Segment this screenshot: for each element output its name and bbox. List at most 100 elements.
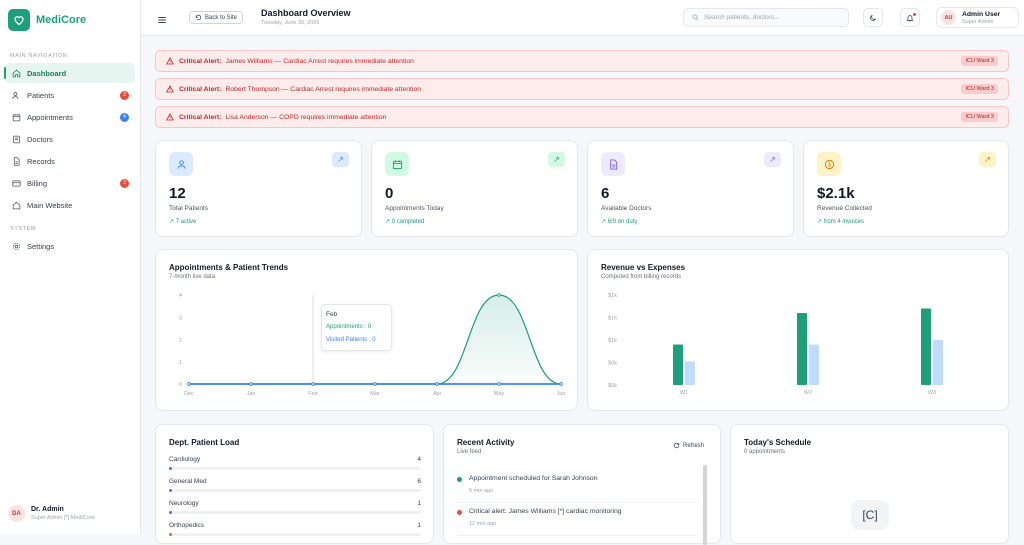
- stat-card-total-patients[interactable]: ↗ 12 Total Patients ↗ 7 active: [155, 140, 362, 237]
- scrollbar[interactable]: [703, 465, 707, 545]
- revenue-bar[interactable]: [921, 308, 931, 386]
- user-menu[interactable]: AU Admin User Super Admin: [936, 7, 1019, 28]
- dept-row: Cardiology 4: [169, 456, 421, 470]
- y-tick-label: 4: [179, 293, 182, 299]
- dept-count: 1: [417, 500, 421, 507]
- data-point[interactable]: [497, 293, 501, 297]
- expense-bar[interactable]: [809, 344, 819, 386]
- moon-icon: [869, 14, 877, 22]
- dept-count: 6: [417, 478, 421, 485]
- brand-logo[interactable]: MediCore: [8, 9, 86, 31]
- search-icon: [692, 14, 699, 21]
- alert-location-tag: ICU Ward 3: [961, 84, 998, 94]
- tooltip-month: Feb: [326, 311, 338, 318]
- revenue-chart[interactable]: $0k $0k $1k $1k $1k W1 W2 W3: [588, 250, 1008, 410]
- brand-name: MediCore: [36, 14, 87, 26]
- dept-progress-fill: [169, 489, 172, 492]
- dept-progress-fill: [169, 467, 172, 470]
- sidebar-item-doctors[interactable]: Doctors: [4, 129, 135, 149]
- card-subtitle: Live feed: [457, 449, 482, 455]
- back-to-site-button[interactable]: Back to Site: [189, 11, 244, 24]
- stat-value: 0: [385, 185, 394, 202]
- data-point[interactable]: [373, 382, 377, 386]
- dept-row: Neurology 1: [169, 500, 421, 514]
- data-point[interactable]: [249, 382, 253, 386]
- dept-progress-track: [169, 489, 421, 492]
- sidebar-item-label: Settings: [27, 241, 55, 251]
- critical-alert[interactable]: Critical Alert: James Williams — Cardiac…: [155, 50, 1009, 72]
- stat-sub: ↗ 7 active: [169, 219, 197, 225]
- revenue-bar[interactable]: [797, 313, 807, 385]
- x-tick-label: W1: [680, 390, 688, 396]
- sidebar-item-settings[interactable]: Settings: [4, 236, 135, 256]
- critical-alert[interactable]: Critical Alert: Lisa Anderson — COPD req…: [155, 106, 1009, 128]
- appointments-badge: 4: [120, 112, 129, 122]
- critical-alert[interactable]: Critical Alert: Robert Thompson — Cardia…: [155, 78, 1009, 100]
- page-date: Tuesday, June 30, 2026: [261, 20, 320, 26]
- refresh-button[interactable]: Refresh: [673, 442, 704, 449]
- data-point[interactable]: [435, 382, 439, 386]
- dollar-icon: $: [817, 152, 841, 176]
- alert-location-tag: ICU Ward 3: [961, 112, 998, 122]
- trend-up-icon: ↗: [979, 152, 996, 167]
- trend-up-icon: ↗: [764, 152, 781, 167]
- theme-toggle-button[interactable]: [863, 8, 883, 27]
- alert-text: Robert Thompson — Cardiac Arrest require…: [225, 85, 422, 93]
- data-point[interactable]: [311, 382, 315, 386]
- dept-progress-fill: [169, 533, 172, 536]
- system-heading: SYSTEM: [10, 226, 37, 232]
- warning-icon: [166, 57, 174, 65]
- revenue-chart-card: Revenue vs Expenses Computed from billin…: [587, 249, 1009, 411]
- data-point[interactable]: [559, 382, 563, 386]
- sidebar-item-billing[interactable]: Billing 3: [4, 173, 135, 193]
- card-title: Dept. Patient Load: [169, 438, 240, 447]
- stat-value: 12: [169, 185, 186, 202]
- sidebar-item-label: Billing: [27, 178, 48, 188]
- stat-value: $2.1k: [817, 185, 855, 202]
- bell-icon: [906, 12, 916, 22]
- stat-card-available-doctors[interactable]: ↗ 6 Available Doctors ↗ 6/9 on duty: [587, 140, 794, 237]
- activity-item[interactable]: Critical alert: James Williams [*] cardi…: [457, 503, 697, 536]
- credit-card-icon: [11, 179, 21, 188]
- y-tick-label: 2: [179, 338, 182, 344]
- revenue-bar[interactable]: [673, 344, 683, 386]
- activity-item[interactable]: Appointment scheduled for Sarah Johnson 5…: [457, 470, 697, 503]
- header-user-role: Super Admin: [962, 18, 994, 25]
- stat-sub: ↗ 0 completed: [385, 219, 425, 225]
- sidebar-user[interactable]: DA Dr. Admin Super Admin [*] MediCore: [8, 505, 95, 522]
- dept-progress-fill: [169, 511, 172, 514]
- expense-bar[interactable]: [685, 361, 695, 385]
- topbar: Back to Site Dashboard Overview Tuesday,…: [141, 0, 1024, 36]
- sidebar-item-patients[interactable]: Patients 3: [4, 85, 135, 105]
- data-point[interactable]: [187, 382, 191, 386]
- stethoscope-icon: [11, 135, 21, 144]
- stat-card-revenue-collected[interactable]: $ ↗ $2.1k Revenue Collected ↗ from 4 inv…: [803, 140, 1009, 237]
- search-input[interactable]: Search patients, doctors...: [683, 8, 849, 27]
- alert-text: Lisa Anderson — COPD requires immediate …: [225, 113, 387, 121]
- trends-chart[interactable]: 0 1 2 3 4 Dec Jan Feb Mar Apr May Jun: [156, 250, 577, 410]
- x-tick-label: W2: [804, 390, 812, 396]
- file-icon: [601, 152, 625, 176]
- dept-name: Neurology: [169, 500, 199, 507]
- notifications-button[interactable]: [900, 8, 920, 27]
- sidebar-item-label: Dashboard: [27, 68, 67, 78]
- y-tick-label: $1k: [608, 316, 617, 322]
- sidebar-item-dashboard[interactable]: Dashboard: [4, 63, 135, 83]
- data-point[interactable]: [497, 382, 501, 386]
- sidebar-item-label: Records: [27, 156, 55, 166]
- stat-card-appointments-today[interactable]: ↗ 0 Appointments Today ↗ 0 completed: [371, 140, 578, 237]
- dept-row: General Med 6: [169, 478, 421, 492]
- expense-bar[interactable]: [933, 340, 943, 385]
- stat-label: Available Doctors: [601, 205, 652, 212]
- y-tick-label: $0k: [608, 361, 617, 367]
- warning-icon: [166, 85, 174, 93]
- sidebar-item-appointments[interactable]: Appointments 4: [4, 107, 135, 127]
- alert-prefix: Critical Alert:: [179, 113, 222, 121]
- trend-up-icon: ↗: [548, 152, 565, 167]
- alert-text: James Williams — Cardiac Arrest requires…: [225, 57, 414, 65]
- sidebar-item-records[interactable]: Records: [4, 151, 135, 171]
- tooltip-appointments: Appointments : 0: [326, 324, 372, 330]
- menu-icon[interactable]: [157, 12, 167, 30]
- sidebar-item-main-website[interactable]: Main Website: [4, 195, 135, 215]
- stat-value: 6: [601, 185, 610, 202]
